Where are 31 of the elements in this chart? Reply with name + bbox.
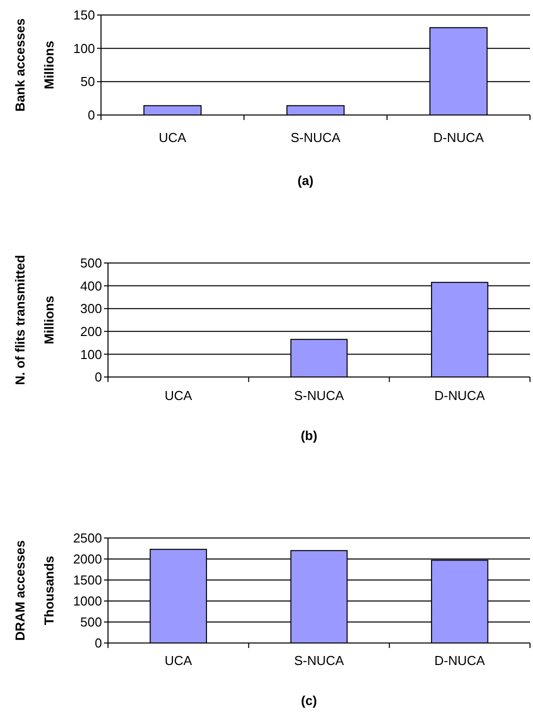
y-axis-title: DRAM accesses Thousands — [12, 540, 57, 641]
y-tick-label: 100 — [80, 346, 102, 362]
y-tick-label: 2500 — [73, 530, 102, 546]
y-tick-label: 0 — [94, 370, 102, 385]
x-tick-label: D-NUCA — [434, 653, 486, 668]
y-tick-label: 1500 — [73, 572, 102, 588]
x-tick-label: S-NUCA — [294, 388, 344, 403]
y-tick-label: 150 — [73, 8, 95, 23]
y-tick-label: 200 — [80, 324, 102, 339]
text: (c) — [301, 693, 317, 708]
x-tick-label: D-NUCA — [434, 388, 486, 403]
x-tick-label: S-NUCA — [294, 653, 344, 668]
y-tick-label: 500 — [80, 614, 102, 630]
y-tick-label: 2000 — [73, 552, 102, 567]
x-tick-label: S-NUCA — [290, 130, 341, 145]
y-tick-label: 0 — [88, 108, 95, 123]
text: (a) — [298, 173, 314, 188]
y-tick-label: 500 — [80, 256, 102, 271]
y-tick-label: 300 — [80, 301, 102, 316]
y-tick-label: 1000 — [73, 594, 102, 609]
x-tick-label: UCA — [164, 653, 192, 668]
y-tick-label: 100 — [73, 40, 95, 56]
y-tick-label: 400 — [80, 278, 102, 294]
y-tick-label: 50 — [80, 74, 95, 90]
x-tick-label: UCA — [164, 388, 192, 403]
y-tick-label: 0 — [94, 636, 102, 651]
y-axis-title: Bank accesses Millions — [12, 18, 57, 112]
y-axis-title: N. of flits transmitted Millions — [12, 254, 57, 386]
x-tick-label: D-NUCA — [433, 130, 484, 145]
x-tick-label: UCA — [158, 130, 187, 145]
text: (b) — [300, 428, 318, 443]
